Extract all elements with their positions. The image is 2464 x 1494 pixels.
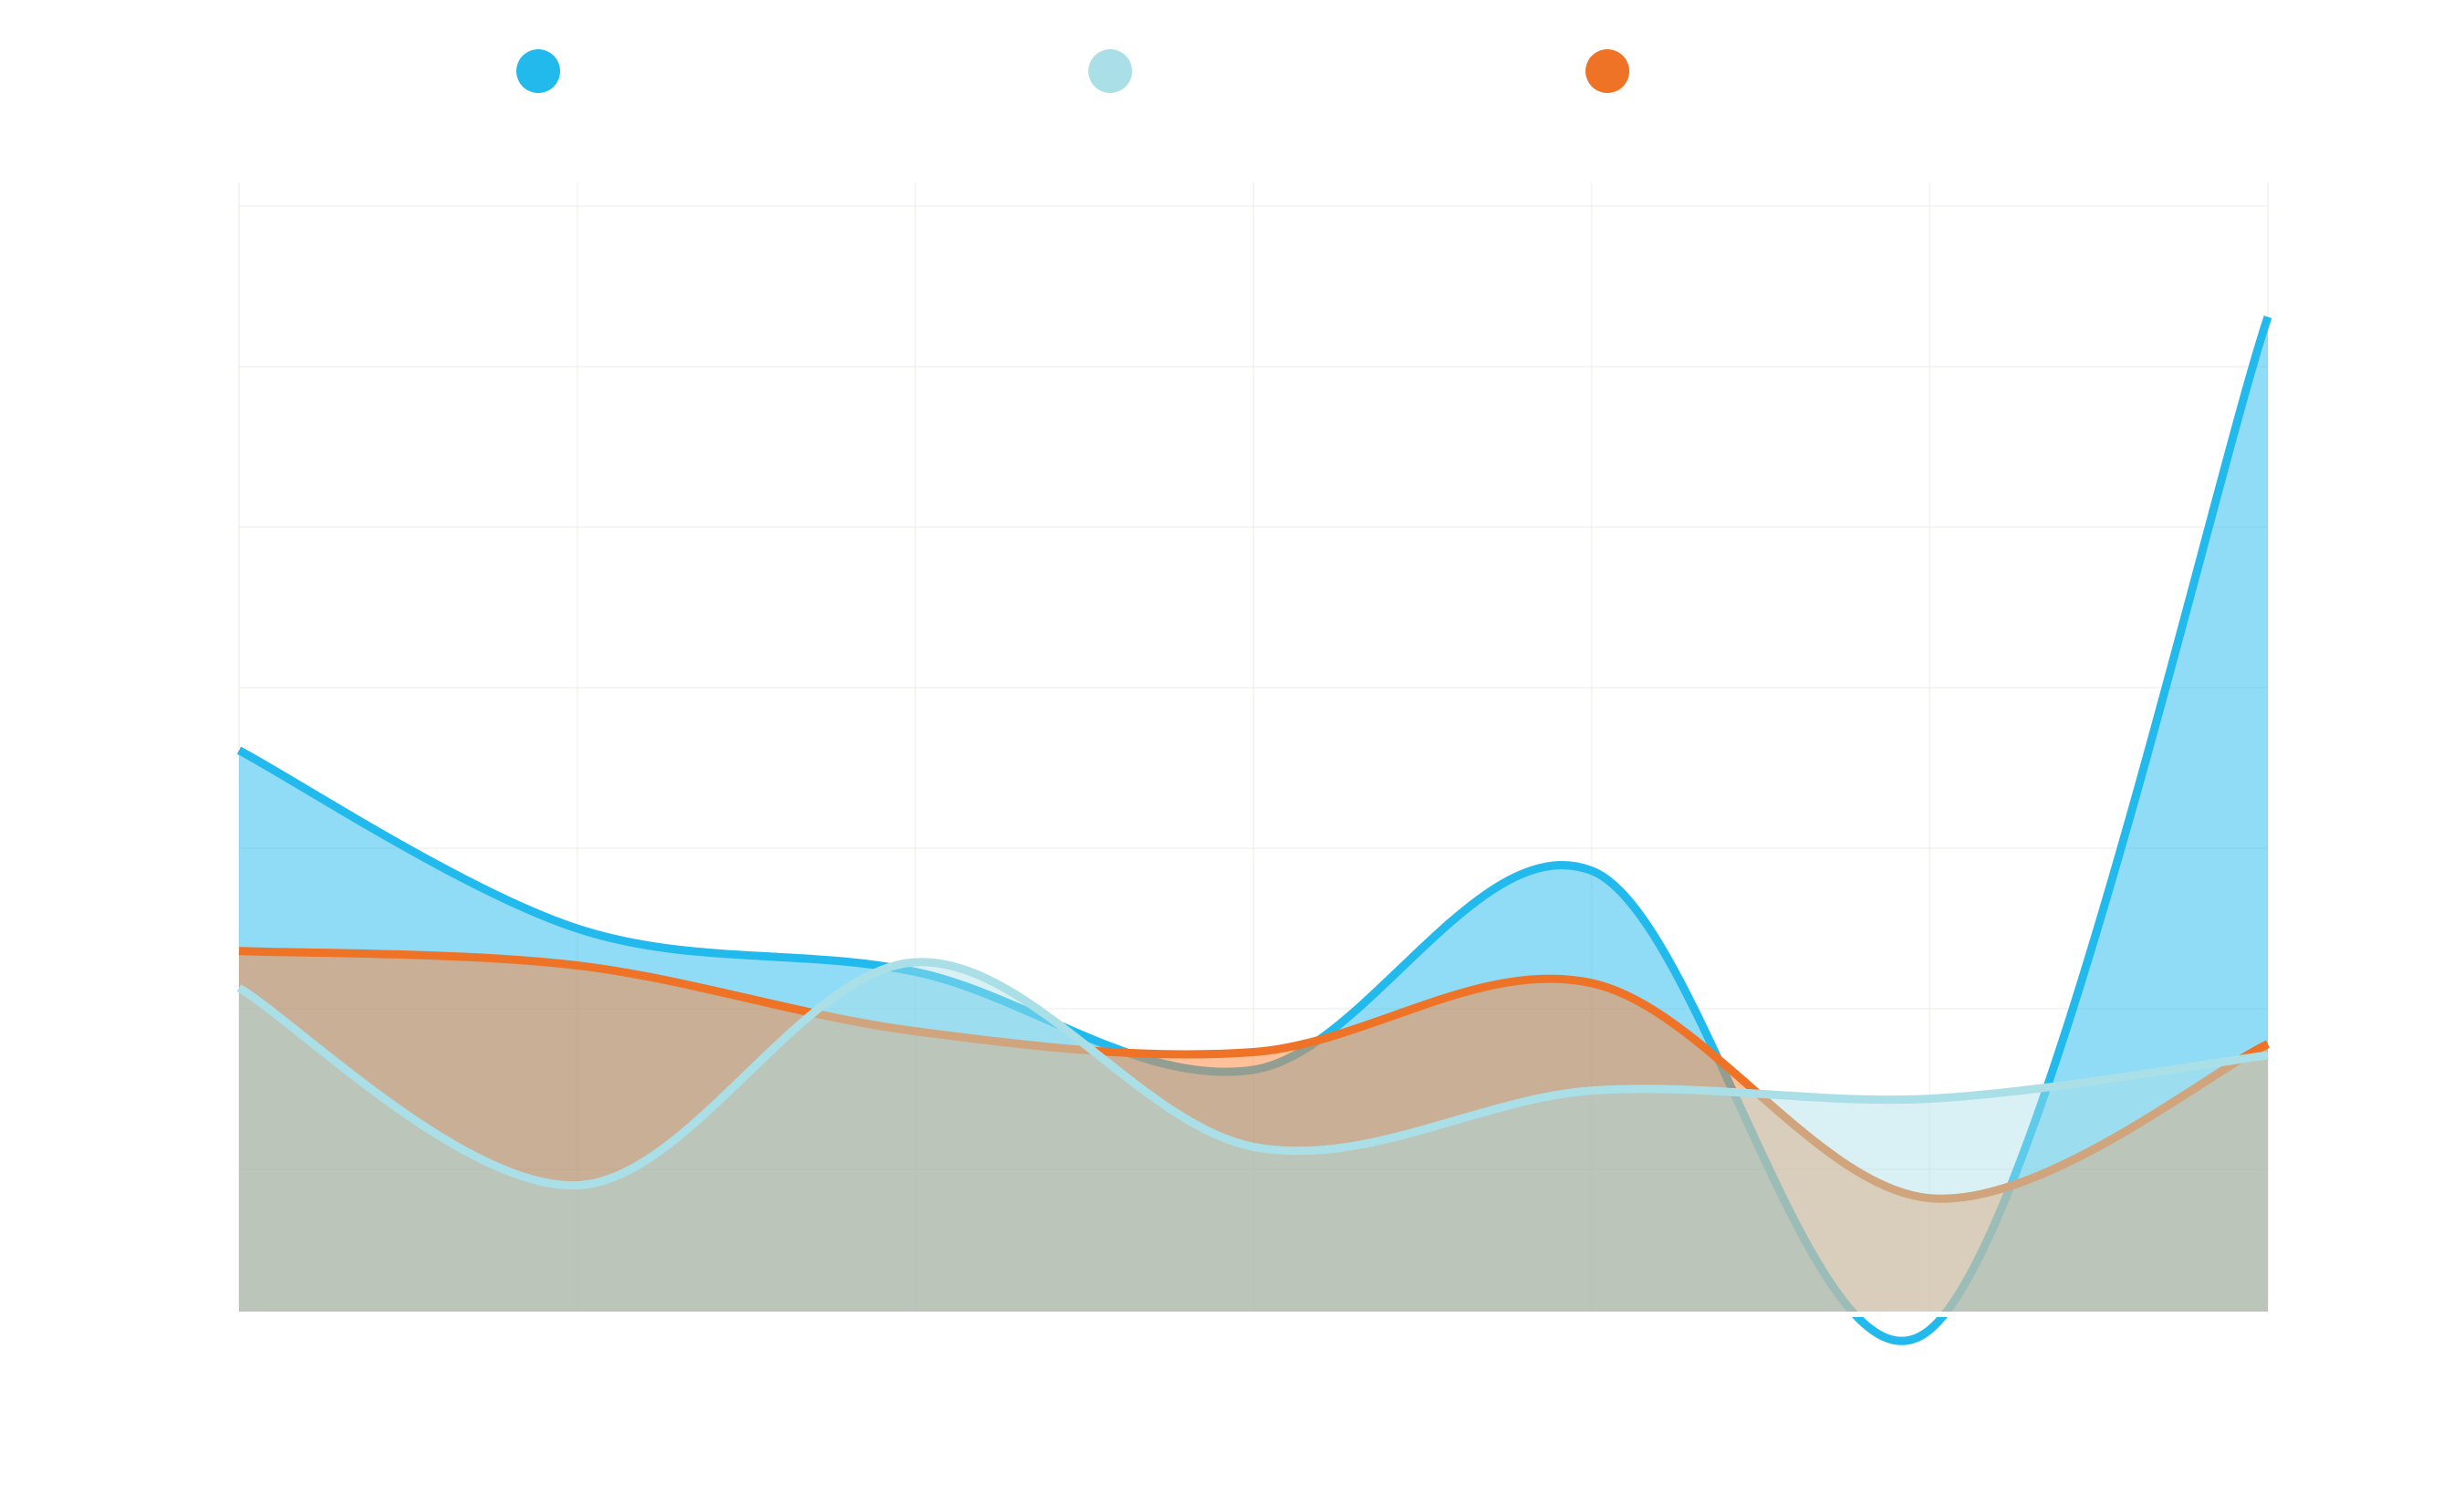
data-point-light-blue[interactable] xyxy=(235,984,243,991)
data-point-light-blue[interactable] xyxy=(1926,1095,1933,1103)
series-line-blue[interactable] xyxy=(236,315,2272,1345)
series-layer xyxy=(235,313,2272,1345)
data-point-blue[interactable] xyxy=(1588,867,1596,875)
data-point-orange[interactable] xyxy=(1250,1049,1257,1056)
legend-item-orange[interactable] xyxy=(1585,49,1629,93)
data-point-orange[interactable] xyxy=(574,961,581,969)
data-point-light-blue[interactable] xyxy=(1250,1143,1257,1150)
legend-dot-blue-icon xyxy=(516,49,560,93)
area-fill-orange xyxy=(239,950,2268,1314)
legend-dot-light-blue-icon xyxy=(1088,49,1132,93)
series-light-blue xyxy=(235,958,2272,1314)
legend-item-blue[interactable] xyxy=(516,49,560,93)
data-point-blue[interactable] xyxy=(235,747,243,754)
data-point-orange[interactable] xyxy=(235,948,243,955)
data-point-light-blue[interactable] xyxy=(2264,1052,2272,1059)
legend-item-light-blue[interactable] xyxy=(1088,49,1132,93)
data-point-orange[interactable] xyxy=(1588,980,1596,987)
series-line-orange[interactable] xyxy=(238,947,2270,1203)
area-fill-light-blue xyxy=(239,961,2268,1314)
legend-dot-orange-icon xyxy=(1585,49,1629,93)
legend xyxy=(0,0,2464,128)
series-orange xyxy=(235,947,2272,1314)
data-point-light-blue[interactable] xyxy=(1588,1087,1596,1095)
data-point-light-blue[interactable] xyxy=(574,1182,581,1189)
data-point-light-blue[interactable] xyxy=(911,959,919,966)
series-line-light-blue[interactable] xyxy=(236,958,2269,1190)
data-point-orange[interactable] xyxy=(2264,1041,2272,1048)
data-point-blue[interactable] xyxy=(574,925,581,932)
data-point-blue[interactable] xyxy=(1926,1326,1933,1333)
data-point-blue[interactable] xyxy=(2264,313,2272,320)
